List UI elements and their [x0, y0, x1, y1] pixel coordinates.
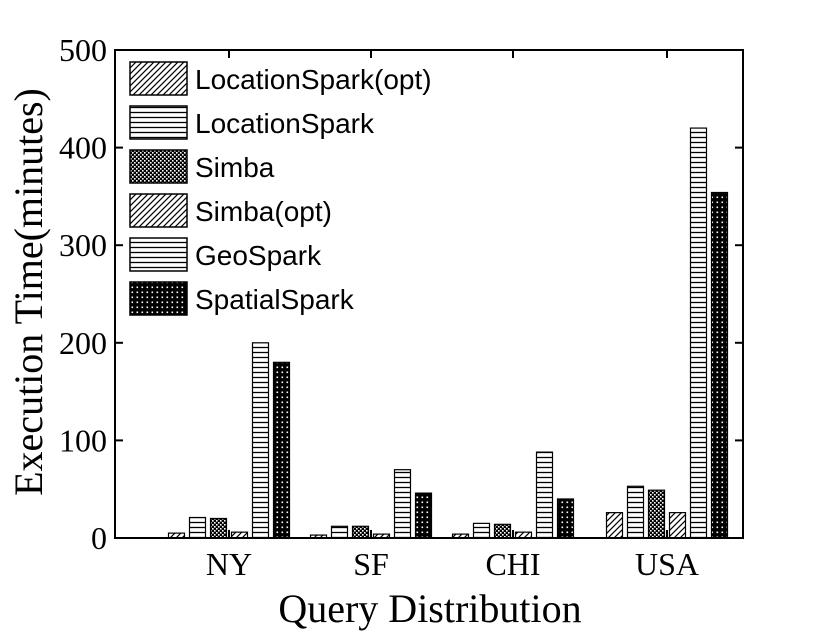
bar-chi-2	[493, 523, 512, 539]
legend-label: LocationSpark(opt)	[195, 64, 432, 95]
legend-label: GeoSpark	[195, 240, 322, 271]
x-axis-label: Query Distribution	[278, 586, 581, 631]
y-axis-label: Execution Time(minutes)	[6, 88, 51, 496]
x-tick-label: USA	[635, 546, 699, 582]
x-tick-label: NY	[206, 546, 252, 582]
bar-sf-4	[393, 469, 412, 539]
legend-label: Simba	[195, 152, 275, 183]
bar-ny-1	[188, 516, 207, 539]
x-tick-label: CHI	[485, 546, 540, 582]
x-tick-label: SF	[353, 546, 389, 582]
bar-ny-4	[251, 342, 270, 539]
legend-label: Simba(opt)	[195, 196, 332, 227]
legend-swatch	[129, 193, 188, 228]
bar-usa-1	[626, 485, 645, 539]
y-tick-label: 500	[59, 32, 107, 68]
bar-ny-2	[209, 517, 228, 539]
legend-label: LocationSpark	[195, 108, 375, 139]
bar-usa-4	[689, 127, 708, 539]
y-tick-label: 100	[59, 422, 107, 458]
plot-frame	[114, 49, 744, 539]
legend-swatch	[129, 237, 188, 272]
legend-swatch	[129, 281, 188, 316]
bar-chi-5	[556, 498, 575, 539]
x-axis-ticks: NY SF CHI USA	[206, 50, 699, 582]
bar-usa-0	[605, 512, 624, 539]
legend-label: SpatialSpark	[195, 284, 355, 315]
bars-group	[167, 127, 729, 539]
y-tick-label: 0	[91, 520, 107, 556]
bar-sf-2	[351, 525, 370, 539]
y-tick-label: 200	[59, 325, 107, 361]
legend-swatch	[129, 105, 188, 140]
bar-chi-4	[535, 451, 554, 539]
bar-ny-5	[272, 361, 291, 539]
y-tick-label: 400	[59, 130, 107, 166]
bar-sf-5	[414, 492, 433, 539]
legend-swatch	[129, 149, 188, 184]
legend: LocationSpark(opt) LocationSpark Simba Simb…	[129, 61, 432, 316]
bar-sf-1	[330, 525, 349, 539]
y-axis-ticks: 0 100 200 300 400 500	[59, 32, 743, 556]
bar-usa-3	[668, 512, 687, 539]
bar-usa-2	[647, 489, 666, 539]
y-tick-label: 300	[59, 227, 107, 263]
bar-chi-1	[472, 522, 491, 539]
bar-usa-5	[710, 191, 729, 539]
legend-swatch	[129, 61, 188, 96]
